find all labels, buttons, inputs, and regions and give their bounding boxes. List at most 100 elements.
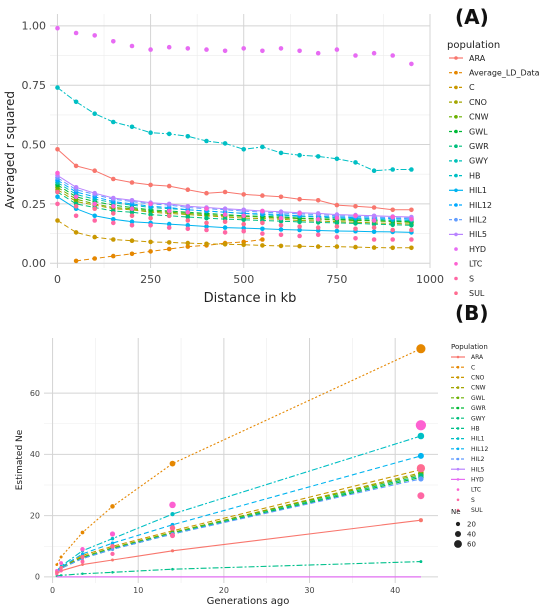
legend-item-average-ld-data: Average_LD_Data: [449, 69, 540, 78]
data-point-hil2: [110, 547, 115, 551]
series-line-hil12: [56, 455, 422, 572]
data-point-average-ld-data: [111, 253, 116, 259]
data-point-hil1: [185, 223, 191, 228]
data-point-hil1: [334, 228, 340, 234]
data-point-s: [409, 237, 414, 242]
data-point-s: [297, 233, 302, 239]
data-point-hil1: [260, 226, 265, 232]
data-point-average-ld-data: [129, 251, 135, 257]
data-point-hyd: [241, 46, 246, 51]
legend-key-dot: [456, 355, 460, 359]
data-point-ltc: [111, 204, 116, 209]
data-point-ara: [334, 202, 340, 208]
legend-key-dot: [454, 247, 458, 251]
data-point-hil12: [110, 541, 115, 545]
data-point-hil5: [73, 185, 79, 190]
y-tick-label: 60: [30, 389, 40, 398]
legend-label: HIL12: [471, 446, 488, 453]
legend-key-dot: [454, 100, 458, 104]
data-point-hil12: [417, 452, 424, 459]
data-point-ltc: [129, 206, 135, 211]
x-tick-label: 250: [140, 273, 161, 286]
legend-label: S: [469, 274, 474, 283]
data-point-hb: [129, 124, 135, 130]
data-point-c: [297, 243, 302, 249]
data-point-sul: [260, 220, 265, 226]
data-point-c: [260, 243, 265, 248]
legend-key-dot: [454, 188, 458, 193]
data-point-ara: [204, 190, 209, 196]
data-point-hyd: [371, 50, 377, 56]
data-point-sul: [55, 189, 60, 195]
data-point-hil5: [92, 190, 97, 196]
data-point-hyd: [278, 46, 284, 51]
data-point-c: [73, 230, 79, 235]
data-point-sul: [222, 219, 228, 224]
data-point-ltc: [390, 214, 396, 220]
panel-a-x-ticks: 0 250 500 750 1000: [54, 273, 444, 286]
panel-a-label: (A): [455, 5, 489, 29]
data-point-s: [148, 223, 153, 228]
data-point-hb: [222, 141, 228, 146]
data-point-hil5: [278, 209, 284, 214]
data-point-hil1: [110, 536, 115, 541]
legend-label: GWR: [471, 405, 486, 412]
legend-label: HIL5: [469, 230, 487, 239]
legend-key-dot: [454, 291, 458, 296]
data-point-hb: [390, 167, 396, 172]
data-point-hyd: [260, 48, 265, 54]
size-legend-dot: [455, 521, 461, 527]
panel-b-y-ticks: 0 20 40 60: [30, 389, 40, 582]
legend-item-hil5: HIL5: [449, 230, 487, 239]
legend-label: ARA: [469, 54, 486, 63]
x-tick-label: 10: [133, 586, 143, 595]
data-point-hil5: [222, 206, 228, 211]
legend-label: HIL2: [469, 216, 487, 225]
legend-label: CNO: [471, 375, 485, 382]
data-point-s: [371, 237, 377, 242]
data-point-s: [353, 236, 358, 241]
legend-item-cnw: CNW: [451, 385, 486, 392]
data-point-hil2: [418, 476, 424, 482]
series-line-hil1: [57, 196, 412, 233]
legend-item-cno: CNO: [449, 98, 487, 107]
y-tick-label: 1.00: [22, 20, 47, 33]
data-point-c: [169, 460, 176, 467]
legend-item-cno: CNO: [451, 375, 485, 382]
data-point-hb: [409, 167, 414, 172]
data-point-c: [55, 218, 60, 223]
data-point-sul: [166, 213, 172, 219]
data-point-c: [185, 240, 191, 246]
data-point-hyd: [73, 30, 79, 36]
data-point-c: [241, 242, 246, 247]
data-point-ara: [81, 563, 84, 566]
data-point-hil1: [55, 194, 60, 200]
legend-label: C: [469, 83, 475, 92]
data-point-c: [353, 244, 358, 250]
data-point-average-ld-data: [166, 246, 172, 252]
x-tick-label: 0: [54, 273, 61, 286]
series-line-c: [57, 220, 412, 249]
legend-label: SUL: [471, 507, 483, 514]
legend-label: HIL12: [469, 201, 492, 210]
legend-label: GWY: [469, 157, 488, 166]
data-point-hil1: [417, 432, 425, 440]
legend-item-ltc: LTC: [456, 487, 481, 494]
data-point-ara: [278, 194, 284, 200]
data-point-hil5: [129, 198, 135, 203]
legend-item-sul: SUL: [454, 289, 485, 298]
data-point-hyd: [166, 44, 172, 50]
data-point-ltc: [260, 208, 265, 214]
legend-key-dot: [454, 217, 458, 222]
data-point-ltc: [278, 215, 284, 221]
legend-key-dot: [454, 144, 458, 148]
data-point-hb: [241, 147, 246, 152]
data-point-s: [169, 532, 176, 539]
data-point-s: [129, 223, 135, 228]
data-point-hyd: [297, 48, 302, 54]
data-point-hil1: [170, 511, 175, 517]
series-line-average-ld-data: [76, 239, 263, 262]
data-point-ara: [111, 176, 116, 182]
data-point-sul: [241, 221, 246, 227]
data-point-hb: [334, 156, 340, 162]
